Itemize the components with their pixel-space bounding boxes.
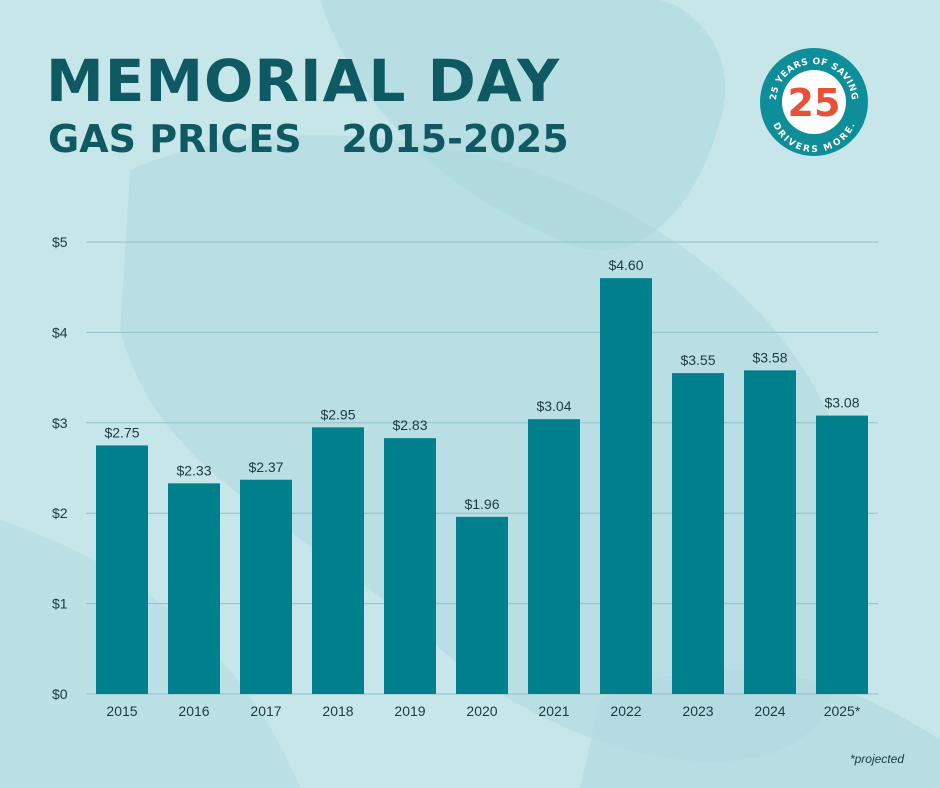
y-tick-label: $1 (52, 596, 68, 612)
x-tick-label: 2016 (178, 703, 209, 719)
y-tick-label: $0 (52, 686, 68, 702)
x-axis-tick-labels: 2015 2016 2017 2018 2019 2020 2021 2022 2023 2024… (106, 703, 860, 719)
bar-value-label: $1.96 (464, 496, 499, 512)
footnote: *projected (849, 752, 904, 766)
x-tick-label: 2022 (610, 703, 641, 719)
x-tick-label: 2015 (106, 703, 137, 719)
x-tick-label: 2018 (322, 703, 353, 719)
bar-value-label: $2.37 (248, 459, 283, 475)
y-axis-tick-labels: $0 $1 $2 $3 $4 $5 (52, 234, 68, 702)
bars (96, 278, 868, 694)
bar-value-label: $3.04 (536, 398, 571, 414)
anniversary-badge-logo: 25 YEARS OF SAVING DRIVERS MORE. 25 (760, 48, 868, 156)
bar-value-label: $3.08 (824, 395, 859, 411)
bar-value-labels: $2.75 $2.33 $2.37 $2.95 $2.83 $1.96 $3.04 $4.60… (104, 257, 859, 512)
x-tick-label: 2017 (250, 703, 281, 719)
bar-2017 (240, 479, 292, 694)
x-tick-label: 2021 (538, 703, 569, 719)
bar-value-label: $3.58 (752, 349, 787, 365)
page-title: MEMORIAL DAY (46, 47, 561, 115)
x-tick-label: 2025* (824, 703, 861, 719)
x-tick-label: 2020 (466, 703, 497, 719)
bar-2018 (312, 427, 364, 694)
bar-2019 (384, 438, 436, 694)
bar-value-label: $2.33 (176, 462, 211, 478)
x-tick-label: 2023 (682, 703, 713, 719)
page-subtitle: GAS PRICES 2015-2025 (48, 117, 569, 161)
bar-value-label: $2.75 (104, 424, 139, 440)
bar-2023 (672, 373, 724, 694)
bar-value-label: $2.83 (392, 417, 427, 433)
y-tick-label: $5 (52, 234, 68, 250)
bar-2016 (168, 483, 220, 694)
bar-2020 (456, 516, 508, 694)
bar-2022 (600, 278, 652, 694)
y-tick-label: $3 (52, 415, 68, 431)
bar-2015 (96, 445, 148, 694)
bar-value-label: $3.55 (680, 352, 715, 368)
bar-value-label: $2.95 (320, 406, 355, 422)
bar-2025 (816, 415, 868, 694)
y-tick-label: $2 (52, 505, 68, 521)
x-tick-label: 2019 (394, 703, 425, 719)
y-tick-label: $4 (52, 324, 68, 340)
bar-2021 (528, 419, 580, 694)
bar-2024 (744, 370, 796, 694)
badge-number: 25 (788, 81, 841, 125)
bar-value-label: $4.60 (608, 257, 643, 273)
x-tick-label: 2024 (754, 703, 785, 719)
